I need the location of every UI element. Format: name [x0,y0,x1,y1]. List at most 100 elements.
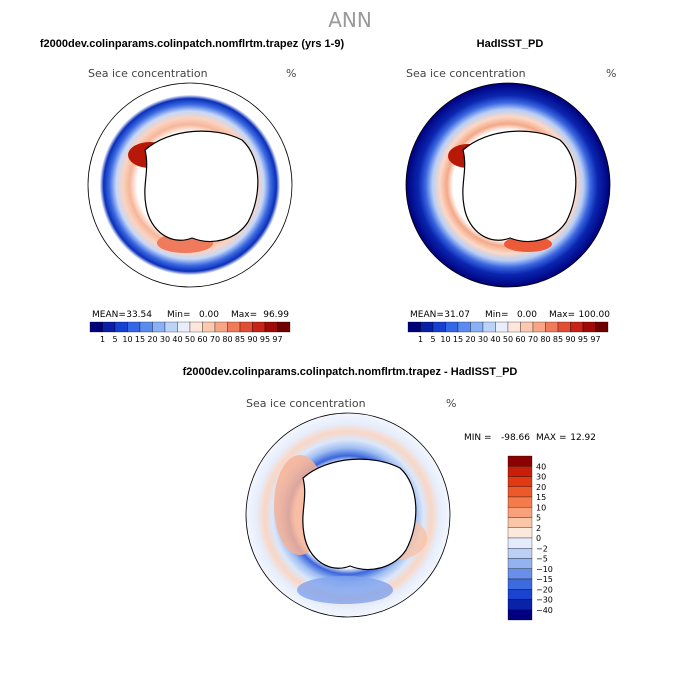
colorbar-swatch [445,321,459,333]
colorbar-swatch [507,507,533,518]
colorbar-swatch [214,321,228,333]
colorbar-tick-label: 5 [430,335,435,344]
colorbar-tick-label: 5 [536,514,541,523]
panel-diff-title: f2000dev.colinparams.colinpatch.nomflrtm… [183,366,518,378]
panel-obs-map [405,82,611,288]
colorbar-tick-label: 2 [536,524,541,533]
colorbar-tick-label: 15 [453,335,463,344]
colorbar-swatch [507,578,533,590]
colorbar-tick-label: 15 [536,493,546,502]
colorbar-tick-label: 40 [536,462,546,471]
colorbar-swatch [507,599,533,610]
panel-model-variable-label: Sea ice concentration [88,67,208,80]
panel-diff-ross-negative [297,576,393,604]
colorbar-tick-label: 97 [590,335,600,344]
panel-obs-min-label: Min= [485,310,509,320]
colorbar-swatch [545,321,559,333]
colorbar-tick-label: 30 [536,473,546,482]
figure-title: ANN [328,8,372,32]
colorbar-swatch [520,321,534,333]
panel-model-min-value: 0.00 [199,310,219,320]
colorbar-tick-label: 85 [235,335,245,344]
panel-obs-variable-label: Sea ice concentration [406,67,526,80]
colorbar-swatch [264,321,278,333]
colorbar-tick-label: 70 [528,335,538,344]
panel-obs-mean-value: 31.07 [444,310,470,320]
panel-diff-min-label: MIN = [464,433,492,443]
colorbar-tick-label: 1 [100,335,105,344]
panel-obs-min-value: 0.00 [517,310,537,320]
panel-model-unit: % [286,67,296,80]
panel-diff-max-label: MAX = [536,433,567,443]
colorbar-swatch [432,321,446,333]
panel-diff-antarctica [302,458,417,571]
colorbar-swatch [507,486,533,498]
colorbar-tick-label: 10 [536,503,546,512]
colorbar-tick-label: 80 [222,335,232,344]
colorbar-swatch [570,321,584,333]
colorbar-swatch [164,321,178,333]
colorbar-tick-label: 40 [172,335,182,344]
colorbar-swatch [189,321,203,333]
colorbar-tick-label: 95 [578,335,588,344]
panel-model-min-label: Min= [167,310,191,320]
colorbar-swatch [420,321,434,333]
colorbar-tick-label: −10 [536,565,553,574]
panel-obs-unit: % [606,67,616,80]
panel-model-colorbar: 1 5 10 15 20 30 40 50 60 70 80 85 90 95 97 [89,321,291,344]
colorbar-tick-label: 95 [260,335,270,344]
colorbar-swatch [277,321,291,333]
colorbar-swatch [557,321,571,333]
panel-obs-max-label: Max= [549,310,575,320]
colorbar-swatch [532,321,546,333]
colorbar-swatch [582,321,596,333]
colorbar-swatch [507,589,533,600]
colorbar-swatch [227,321,241,333]
colorbar-tick-label: 10 [440,335,450,344]
colorbar-swatch [482,321,496,333]
colorbar-tick-label: 0 [536,534,541,543]
colorbar-swatch [507,466,533,477]
panel-obs-max-value: 100.00 [579,310,611,320]
colorbar-tick-label: −20 [536,585,553,594]
colorbar-tick-label: 30 [478,335,488,344]
colorbar-swatch [470,321,484,333]
colorbar-swatch [595,321,609,333]
panel-model-antarctica [144,130,259,243]
colorbar-swatch [202,321,216,333]
colorbar-tick-label: −30 [536,596,553,605]
colorbar-swatch [495,321,509,333]
colorbar-swatch [507,517,533,528]
panel-diff-max-value: 12.92 [570,433,596,443]
panel-model-max-value: 96.99 [263,310,289,320]
colorbar-tick-label: 50 [185,335,195,344]
colorbar-tick-label: 60 [197,335,207,344]
colorbar-swatch [507,558,533,569]
colorbar-swatch [507,476,533,487]
colorbar-swatch [239,321,253,333]
panel-obs-colorbar: 1 5 10 15 20 30 40 50 60 70 80 85 90 95 97 [407,321,609,344]
colorbar-tick-label: 85 [553,335,563,344]
colorbar-swatch [507,455,533,467]
colorbar-swatch [507,496,533,508]
colorbar-tick-label: 1 [418,335,423,344]
colorbar-swatch [507,609,533,621]
panel-diff-min-value: -98.66 [501,433,530,443]
colorbar-swatch [177,321,191,333]
colorbar-tick-label: −40 [536,606,553,615]
panel-obs: HadISST_PD Sea ice concentration % MEAN=… [405,38,616,344]
panel-diff-map [245,412,451,618]
colorbar-swatch [152,321,166,333]
colorbar-swatch [507,527,533,539]
colorbar-tick-label: 70 [210,335,220,344]
colorbar-swatch [252,321,266,333]
panel-obs-mean-label: MEAN= [410,310,444,320]
panel-obs-title: HadISST_PD [477,38,544,50]
colorbar-tick-label: 90 [565,335,575,344]
colorbar-tick-label: 90 [247,335,257,344]
panel-diff: f2000dev.colinparams.colinpatch.nomflrtm… [183,366,596,621]
colorbar-tick-label: 30 [160,335,170,344]
panel-model-max-label: Max= [231,310,257,320]
colorbar-tick-label: 15 [135,335,145,344]
